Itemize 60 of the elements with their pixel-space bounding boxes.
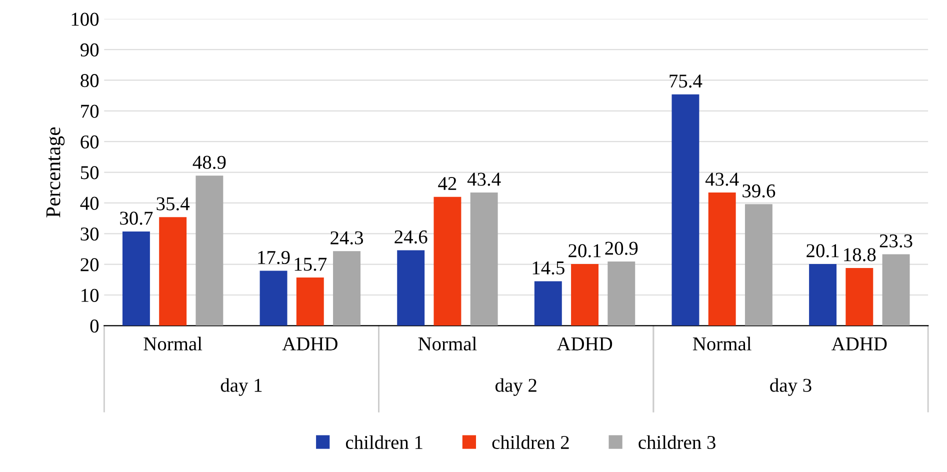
bar: [708, 192, 736, 326]
data-label: 15.7: [294, 258, 327, 271]
y-tick-label: 80: [80, 74, 99, 88]
y-axis-title: Percentage: [46, 127, 65, 218]
bar: [434, 196, 462, 326]
y-tick-label: 30: [80, 227, 99, 241]
legend-label: children 2: [492, 435, 569, 450]
data-label: 42: [438, 177, 456, 190]
bar: [846, 268, 874, 326]
y-tick-label: 0: [90, 319, 99, 333]
data-label: 18.8: [844, 248, 876, 262]
x-tick-label: Normal: [692, 336, 752, 350]
y-tick-label: 10: [82, 288, 99, 302]
legend-label: children 3: [638, 435, 716, 450]
bar: [397, 250, 425, 326]
text: day 1: [220, 378, 262, 396]
data-label: 20.1: [568, 244, 601, 258]
y-tick-label: 60: [80, 135, 99, 149]
bar: [159, 217, 187, 326]
data-label: 75.4: [670, 74, 702, 88]
bar: [260, 270, 288, 326]
text: day 3: [770, 378, 812, 396]
bar: [470, 192, 498, 326]
data-label: 48.9: [192, 156, 226, 170]
bar: [534, 281, 562, 326]
bar: [809, 264, 837, 326]
data-label: 35.4: [156, 197, 190, 210]
data-label: 43.4: [705, 172, 739, 186]
data-label: 24.6: [394, 230, 428, 244]
bar: [333, 251, 360, 326]
data-label: 17.9: [258, 250, 290, 264]
bar: [296, 278, 324, 326]
data-label: 23.3: [880, 234, 912, 248]
x-tick-label: Normal: [144, 336, 202, 350]
x-tick-label: Normal: [418, 336, 477, 350]
y-tick-label: 100: [72, 12, 99, 26]
bar: [608, 262, 636, 326]
y-tick-label: 40: [80, 196, 99, 210]
data-label: 14.5: [532, 261, 564, 275]
bar: [744, 204, 772, 326]
y-tick-label: 50: [80, 166, 99, 180]
y-tick-label: 20: [80, 258, 99, 272]
data-label: 20.9: [605, 242, 638, 255]
data-label: 24.3: [330, 231, 364, 244]
bar: [882, 254, 910, 326]
legend-label: children 1: [346, 435, 422, 450]
bar: [122, 231, 150, 326]
data-label: 43.4: [467, 172, 501, 186]
x-tick-label: ADHD: [282, 337, 338, 350]
bar: [571, 264, 599, 326]
y-tick-label: 70: [81, 104, 99, 118]
data-label: 20.1: [806, 244, 839, 258]
data-label: 39.6: [742, 184, 776, 198]
text: day 2: [495, 378, 536, 396]
x-tick-label: ADHD: [832, 337, 887, 350]
data-label: 30.7: [120, 212, 153, 225]
bar: [672, 94, 700, 326]
y-tick-label: 90: [80, 43, 99, 56]
bar: [196, 176, 224, 326]
x-tick-label: ADHD: [556, 337, 612, 350]
